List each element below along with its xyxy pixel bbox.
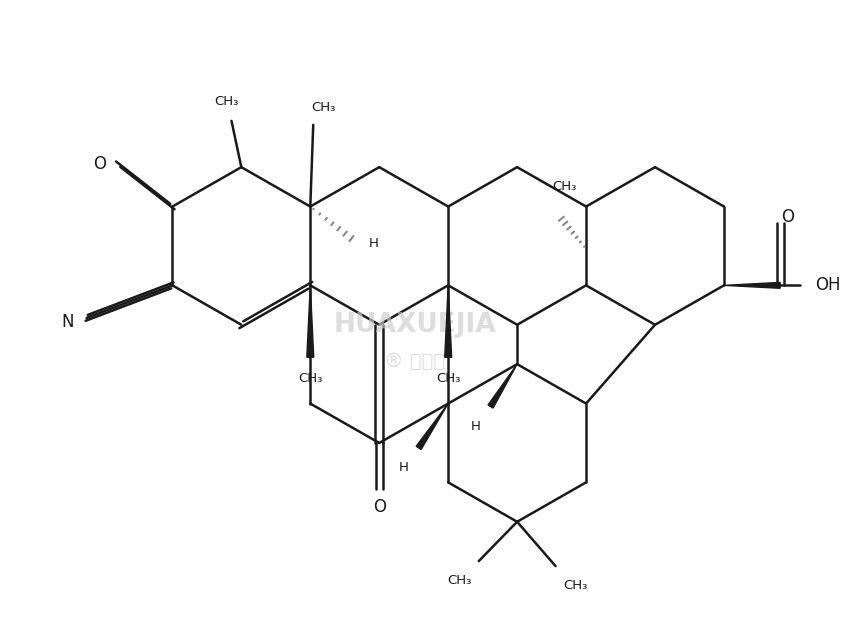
Text: O: O (373, 498, 386, 516)
Text: ® 化学加: ® 化学加 (384, 352, 445, 371)
Text: N: N (61, 313, 74, 331)
Text: CH₃: CH₃ (215, 94, 239, 107)
Text: CH₃: CH₃ (447, 574, 472, 587)
Text: CH₃: CH₃ (563, 579, 588, 592)
Polygon shape (445, 285, 451, 357)
Text: H: H (399, 461, 408, 474)
Polygon shape (416, 404, 448, 450)
Text: H: H (471, 420, 481, 433)
Text: CH₃: CH₃ (298, 373, 322, 386)
Text: H: H (369, 238, 378, 251)
Polygon shape (724, 283, 781, 288)
Text: OH: OH (816, 276, 841, 294)
Text: HUAXUEJIA: HUAXUEJIA (333, 312, 496, 337)
Text: CH₃: CH₃ (311, 101, 335, 114)
Polygon shape (306, 285, 314, 357)
Text: O: O (781, 209, 795, 226)
Text: CH₃: CH₃ (552, 180, 577, 193)
Text: CH₃: CH₃ (436, 373, 461, 386)
Text: O: O (93, 155, 106, 173)
Polygon shape (488, 364, 517, 408)
